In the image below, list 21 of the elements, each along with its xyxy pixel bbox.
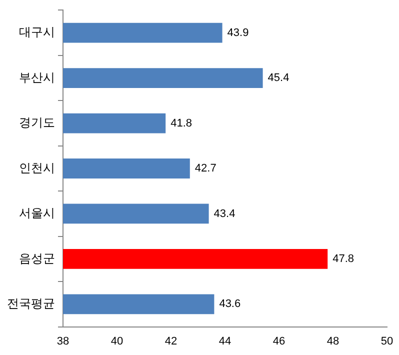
data-label: 41.8 xyxy=(170,117,192,130)
y-tick-label: 서울시 xyxy=(19,206,55,220)
data-label: 43.6 xyxy=(219,298,241,310)
y-tick-label: 부산시 xyxy=(19,70,55,84)
data-label: 43.4 xyxy=(214,208,236,220)
x-tick-label: 48 xyxy=(326,335,340,348)
x-tick-label: 50 xyxy=(380,335,394,348)
data-label: 47.8 xyxy=(332,252,354,265)
y-tick-label: 인천시 xyxy=(19,160,55,175)
y-tick-label: 대구시 xyxy=(19,25,55,40)
data-label: 42.7 xyxy=(194,162,216,175)
x-tick-label: 44 xyxy=(218,335,232,348)
x-tick-label: 46 xyxy=(272,335,286,348)
y-tick-label: 전국평균 xyxy=(7,296,55,310)
y-tick-label: 음성군 xyxy=(19,251,55,266)
x-tick-label: 42 xyxy=(164,335,178,348)
x-tick-label: 38 xyxy=(56,335,70,348)
data-label: 43.9 xyxy=(227,26,249,39)
x-tick-label: 40 xyxy=(110,335,124,348)
y-tick-label: 경기도 xyxy=(19,116,55,130)
data-label: 45.4 xyxy=(268,72,290,84)
